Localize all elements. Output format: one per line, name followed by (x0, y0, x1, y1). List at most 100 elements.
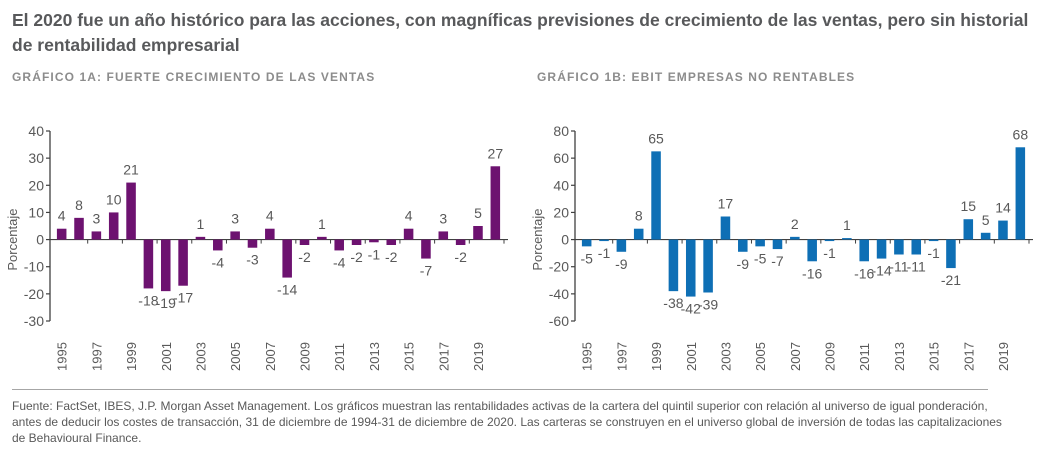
chart-1b-bar (720, 216, 731, 240)
chart-1b-bar (738, 239, 748, 252)
chart-1b-data-label: -11 (907, 259, 926, 275)
chart-1b-x-tick-label: 2017 (961, 342, 976, 371)
chart-1a-data-label: 3 (92, 210, 100, 226)
chart-1a-data-label: -3 (246, 252, 259, 268)
chart-1b-data-label: -39 (698, 297, 718, 313)
chart-1b-data-label: -38 (663, 295, 683, 311)
chart-1a-bar (126, 182, 136, 240)
chart-1a-x-tick-label: 2001 (159, 342, 174, 371)
chart-1a-data-label: 4 (266, 208, 274, 224)
chart-1b-x-tick-label: 2007 (788, 342, 803, 371)
chart-1a-bar (438, 231, 449, 240)
chart-1a-bar (299, 239, 310, 245)
chart-1a-data-label: 27 (488, 145, 504, 161)
chart-1a-bar (490, 166, 501, 240)
chart-1a-bar (247, 239, 258, 248)
chart-1a-data-label: -7 (420, 263, 433, 279)
chart-1a-bar (473, 226, 483, 240)
chart-1b-bar (581, 239, 592, 247)
chart-1b-x-tick-label: 2015 (927, 342, 942, 371)
chart-1a-y-tick-label: 40 (28, 123, 44, 139)
chart-1b-data-label: 2 (791, 216, 799, 232)
chart-1b-y-tick-label: 80 (553, 123, 569, 139)
chart-1b-bar (651, 151, 661, 240)
chart-1b-x-tick-label: 2003 (718, 342, 733, 371)
chart-1a-bar (195, 236, 206, 240)
chart-1a-data-label: -2 (350, 249, 363, 265)
chart-1b-bar (876, 239, 887, 259)
chart-1a-y-tick-label: 0 (36, 232, 44, 248)
chart-1a-bar (334, 239, 344, 251)
chart-1b-x-tick-label: 2011 (857, 343, 872, 371)
chart-1a-bar (282, 239, 292, 278)
page-title: El 2020 fue un año histórico para las ac… (12, 10, 1029, 55)
chart-1b-bar (894, 239, 904, 255)
chart-1a-data-label: -1 (368, 246, 381, 262)
chart-1a-y-axis-label: Porcentaje (5, 208, 20, 270)
chart-1b-data-label: -9 (615, 256, 628, 272)
chart-1a-data-label: 1 (197, 216, 205, 232)
chart-1b-x-tick-label: 1995 (580, 342, 595, 371)
chart-1b-data-label: 15 (960, 198, 976, 214)
chart-1b-bar (1015, 147, 1026, 240)
chart-1b-bar (772, 239, 783, 250)
chart-1b-data-label: -5 (580, 250, 593, 266)
chart-1b-bar (911, 239, 922, 255)
chart-1b-data-label: -14 (871, 263, 891, 279)
chart-1a-bar (265, 228, 275, 240)
chart-1a-bar (213, 239, 223, 251)
chart-1a-x-tick-label: 1997 (89, 342, 104, 371)
chart-1b-y-tick-label: 20 (553, 204, 569, 220)
chart-1b-bar (928, 239, 939, 242)
chart-1a-bar (455, 239, 466, 245)
chart-1a-data-label: 8 (75, 197, 83, 213)
chart-1a-bar (143, 239, 154, 289)
chart-1b-bar (807, 239, 817, 262)
chart-1a-x-tick-label: 2007 (263, 342, 278, 371)
chart-1a-bar (386, 239, 397, 245)
chart-1a-bar (351, 239, 362, 245)
chart-1b-bar (963, 219, 974, 240)
chart-1b-x-tick-label: 1999 (649, 342, 664, 371)
chart-1b-data-label: 1 (843, 217, 851, 233)
chart-1b-bar (980, 232, 991, 240)
chart-1a-data-label: 1 (318, 216, 326, 232)
chart-1b-y-tick-label: -20 (549, 259, 569, 275)
chart-1b-y-axis-label: Porcentaje (530, 208, 545, 270)
chart-1b-data-label: -42 (681, 301, 701, 317)
chart-1b-data-label: -16 (802, 265, 822, 281)
chart-1b-data-label: -5 (754, 250, 767, 266)
chart-1a-x-tick-label: 1999 (124, 342, 139, 371)
chart-1a-x-tick-label: 2017 (436, 342, 451, 371)
chart-1a-data-label: -14 (277, 282, 297, 298)
chart-1a-title: GRÁFICO 1A: FUERTE CRECIMIENTO DE LAS VE… (12, 70, 376, 84)
chart-1b-bar (685, 239, 696, 297)
chart-1a-data-label: 3 (231, 210, 239, 226)
chart-1a-data-label: -4 (212, 254, 225, 270)
chart-1b-data-label: 14 (995, 200, 1011, 216)
chart-1b-data-label: 8 (635, 208, 643, 224)
chart-1a-bar (421, 239, 431, 259)
chart-1a-x-tick-label: 2013 (367, 342, 382, 371)
chart-1b-bar (842, 238, 852, 240)
chart-1b-bar (616, 239, 627, 252)
chart-1b-bar (633, 228, 644, 240)
chart-1a-y-tick-label: 30 (28, 150, 44, 166)
chart-1b-bar (859, 239, 869, 262)
chart-1a-bar (91, 231, 102, 240)
chart-1b-x-tick-label: 2013 (892, 342, 907, 371)
chart-1a-bar (160, 239, 171, 292)
chart-1a-x-tick-label: 2015 (402, 342, 417, 371)
chart-1b-data-label: 17 (718, 196, 734, 212)
chart-1b-bar (668, 239, 679, 292)
chart-1b-data-label: 65 (648, 130, 664, 146)
chart-1b-data-label: -7 (771, 253, 784, 269)
chart-1a-data-label: -17 (173, 290, 193, 306)
chart-1a-x-tick-label: 2003 (193, 342, 208, 371)
chart-1a-bar (56, 228, 67, 240)
chart-1b-x-tick-label: 2005 (753, 342, 768, 371)
chart-1a-bar (403, 228, 414, 240)
chart-1b-data-label: 5 (982, 212, 990, 228)
chart-1a-data-label: 3 (439, 210, 447, 226)
